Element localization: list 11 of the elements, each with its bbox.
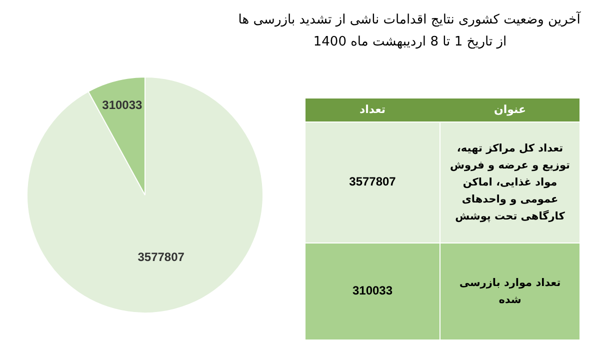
category-label: تعداد کل مراکز تهیه، توزیع و عرضه و فروش مواد غذایی، اماکن عمومی و واحدهای کارگاهی تحت پوشش: [450, 142, 570, 222]
text: آخرین وضعیت کشوری نتایج اقدامات ناشی از تشدید بازرسی ها: [238, 10, 582, 28]
data-label: 3577807: [349, 174, 396, 189]
text: تعداد: [359, 103, 386, 116]
data-label: 310033: [102, 98, 143, 112]
data-label: 3577807: [138, 250, 185, 264]
text: عنوان: [494, 103, 526, 116]
data-label: 310033: [352, 284, 393, 298]
text: از تاریخ 1 تا 8 اردیبهشت ماه 1400: [313, 34, 507, 50]
pie-slice: [26, 76, 264, 314]
category-label: تعداد موارد بازرسی شده: [459, 276, 561, 306]
